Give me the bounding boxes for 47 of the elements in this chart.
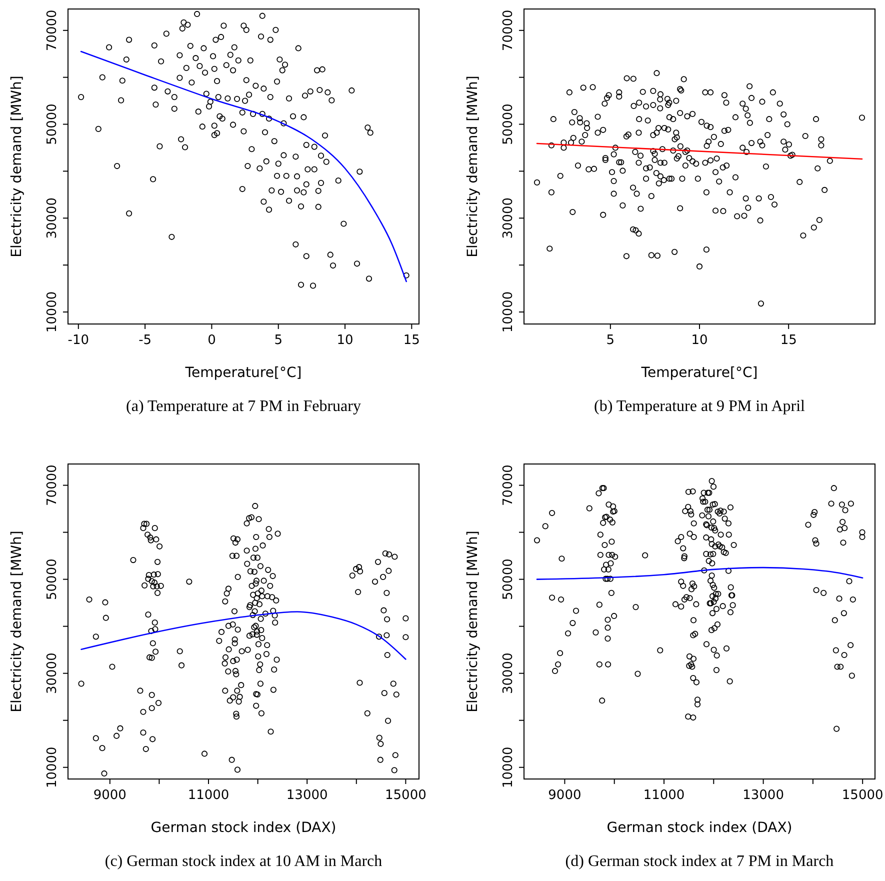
- y-axis-title: Electricity demand [MWh]: [9, 530, 25, 712]
- x-tick-label: 9000: [548, 788, 582, 803]
- x-tick-label: 13000: [286, 788, 328, 803]
- y-tick-label: 50000: [45, 558, 60, 600]
- text: (d) German stock index at 7 PM in March: [565, 853, 834, 870]
- x-tick-label: 9000: [93, 788, 126, 803]
- x-tick-label: 15000: [842, 788, 884, 803]
- y-axis-title: Electricity demand [MWh]: [9, 76, 25, 258]
- text: (a) Temperature at 7 PM in February: [126, 398, 361, 415]
- x-tick-label: 0: [208, 333, 216, 348]
- x-tick-label: 11000: [188, 788, 230, 803]
- y-tick-label: 10000: [501, 746, 516, 788]
- y-tick-label: 50000: [45, 104, 60, 145]
- y-tick-label: 10000: [501, 291, 516, 333]
- y-tick-label: 10000: [45, 746, 60, 788]
- line-series: [80, 50, 407, 282]
- y-axis-title: Electricity demand [MWh]: [465, 76, 481, 258]
- x-axis-title: Temperature[°C]: [184, 365, 302, 381]
- x-tick-label: 15000: [385, 788, 426, 803]
- line-series: [536, 566, 864, 580]
- x-axis-title: Temperature[°C]: [640, 365, 758, 381]
- x-tick-label: 10: [691, 333, 708, 348]
- y-tick-label: 70000: [45, 10, 60, 52]
- x-tick-label: 5: [274, 333, 282, 348]
- x-tick-label: -5: [138, 333, 152, 348]
- y-tick-label: 30000: [501, 197, 516, 239]
- y-tick-label: 30000: [45, 197, 60, 239]
- y-tick-label: 70000: [501, 10, 516, 52]
- y-axis-title: Electricity demand [MWh]: [465, 530, 481, 712]
- x-tick-label: 15: [780, 333, 797, 348]
- text: (c) German stock index at 10 AM in March: [104, 853, 382, 870]
- x-tick-label: 15: [403, 333, 420, 348]
- x-axis-title: German stock index (DAX): [150, 820, 336, 836]
- x-tick-label: 5: [606, 333, 615, 348]
- y-tick-label: 30000: [45, 652, 60, 694]
- y-tick-label: 50000: [501, 558, 516, 600]
- x-tick-label: 11000: [643, 788, 685, 803]
- x-tick-label: 10: [336, 333, 354, 348]
- x-axis-title: German stock index (DAX): [606, 820, 792, 836]
- y-tick-label: 50000: [501, 104, 516, 145]
- x-tick-label: 13000: [742, 788, 784, 803]
- y-tick-label: 70000: [501, 464, 516, 506]
- y-tick-label: 70000: [45, 464, 60, 506]
- text: (b) Temperature at 9 PM in April: [594, 398, 806, 415]
- y-tick-label: 30000: [501, 652, 516, 694]
- y-tick-label: 10000: [45, 291, 60, 333]
- x-tick-label: -10: [68, 333, 90, 348]
